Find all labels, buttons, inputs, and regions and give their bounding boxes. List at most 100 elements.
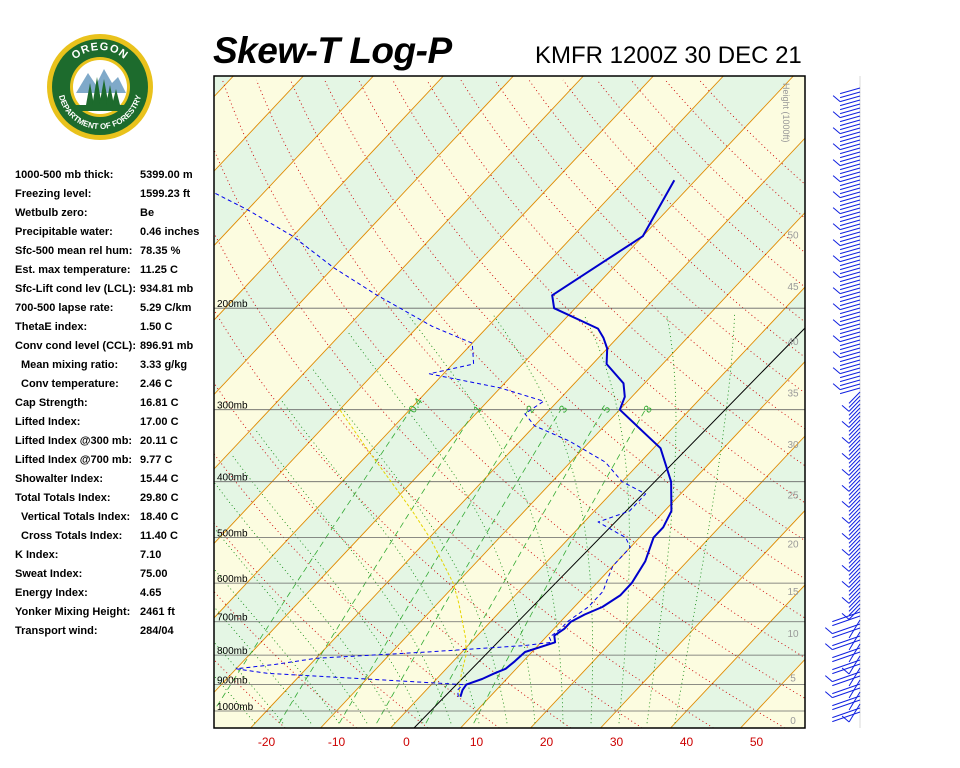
stat-label: Total Totals Index:: [15, 492, 111, 504]
stat-label: Freezing level:: [15, 188, 92, 200]
moist-adiabat: [255, 429, 452, 724]
pressure-label: 400mb: [217, 473, 248, 484]
wind-barb: [848, 527, 861, 540]
stat-row: Yonker Mixing Height: 2461 ft: [15, 606, 215, 625]
wind-barb: [848, 451, 861, 464]
wind-barb: [848, 595, 861, 608]
wind-barb: [832, 711, 861, 723]
wind-barb: [848, 515, 861, 528]
moist-adiabat: [281, 400, 480, 724]
x-tick-label: 50: [750, 735, 764, 749]
wind-barb: [839, 163, 861, 171]
wind-barb: [839, 279, 861, 287]
stat-value: 11.25 C: [140, 264, 178, 276]
moist-adiabat: [347, 331, 536, 724]
mixing-ratio-label: 3: [557, 404, 570, 416]
wind-barb: [839, 175, 861, 183]
isotherm-bands: [214, 76, 805, 728]
wind-barb: [839, 355, 861, 363]
wind-barb: [839, 139, 861, 147]
height-tick-label: 20: [787, 539, 799, 550]
wind-barb: [839, 199, 861, 207]
wind-barb: [839, 307, 861, 315]
wind-barb: [839, 335, 861, 343]
x-tick-label: -20: [258, 735, 276, 749]
wind-barb: [839, 371, 861, 379]
stat-label: 1000-500 mb thick:: [15, 169, 114, 181]
moist-adiabat: [214, 606, 312, 724]
wind-barb: [839, 179, 861, 187]
pressure-label: 200mb: [217, 299, 248, 310]
wind-barb: [848, 483, 861, 496]
wind-barb: [848, 435, 861, 448]
moist-adiabat: [583, 314, 630, 724]
wind-barb: [832, 699, 861, 711]
wind-barb: [848, 439, 861, 452]
dry-adiabat: [392, 79, 805, 504]
stat-value: 16.81 C: [140, 397, 179, 409]
wind-barb: [832, 659, 861, 671]
wind-barb-flag: [832, 95, 841, 102]
wind-barb: [848, 399, 861, 412]
wind-barb: [848, 551, 861, 564]
pressure-label: 900mb: [217, 676, 248, 687]
stat-row: K Index: 7.10: [15, 549, 215, 568]
moist-adiabat: [214, 568, 340, 724]
wind-barb-flag: [841, 453, 850, 460]
wind-barb: [848, 443, 861, 456]
chart-axes: 200mb 300mb 400mb 500mb 600mb 700mb 800mb 900mb…: [217, 83, 799, 749]
wind-barb: [848, 603, 861, 616]
stat-label: K Index:: [15, 549, 59, 561]
wind-barb: [839, 131, 861, 139]
isotherm-line: [811, 76, 960, 728]
stat-value: 7.10: [140, 549, 162, 561]
x-tick-label: -10: [328, 735, 346, 749]
wind-barb: [839, 315, 861, 323]
stat-value: Be: [140, 207, 155, 219]
wind-barb: [848, 423, 861, 436]
wind-barb: [848, 463, 861, 476]
x-tick-label: 40: [680, 735, 694, 749]
wind-barb: [839, 303, 861, 311]
mixing-ratio-line: [214, 409, 412, 712]
stat-row: Transport wind: 284/04: [15, 625, 215, 644]
height-tick-label: 45: [787, 282, 799, 293]
wind-barb: [848, 455, 861, 468]
wind-barb: [839, 159, 861, 167]
parcel-trace: [339, 409, 467, 697]
wind-barb: [848, 447, 861, 460]
wind-barb-flag: [832, 127, 841, 134]
wind-barb: [848, 567, 861, 580]
wind-barb: [839, 215, 861, 223]
wind-barb: [839, 379, 861, 387]
wind-barb: [839, 223, 861, 231]
x-tick-label: 30: [610, 735, 624, 749]
stat-value: 78.35 %: [140, 245, 181, 257]
wind-barb: [839, 255, 861, 263]
wind-barb: [832, 683, 861, 695]
wind-barb: [839, 299, 861, 307]
wind-barb: [839, 327, 861, 335]
wind-barb: [839, 87, 861, 95]
height-tick-label: 35: [787, 388, 799, 399]
wind-barb-flag: [841, 469, 850, 476]
wind-barb-flag: [832, 383, 841, 390]
isotherm-line: [670, 584, 805, 728]
plot-frame: [213, 75, 806, 729]
wind-barb: [839, 247, 861, 255]
wind-barb: [848, 631, 861, 651]
wind-barb: [848, 495, 861, 508]
stat-row: 700-500 lapse rate: 5.29 C/km: [15, 302, 215, 321]
wind-barb: [839, 147, 861, 155]
stat-value: 20.11 C: [140, 435, 178, 447]
wind-barb: [839, 203, 861, 211]
wind-barb: [839, 271, 861, 279]
stat-row: Energy Index: 4.65: [15, 587, 215, 606]
wind-barb: [848, 427, 861, 440]
dry-adiabat: [256, 79, 805, 659]
dry-adiabat: [214, 148, 786, 728]
wind-barb: [839, 227, 861, 235]
wind-barb: [839, 103, 861, 111]
isotherm-line: [460, 360, 805, 728]
wind-barb: [839, 311, 861, 319]
